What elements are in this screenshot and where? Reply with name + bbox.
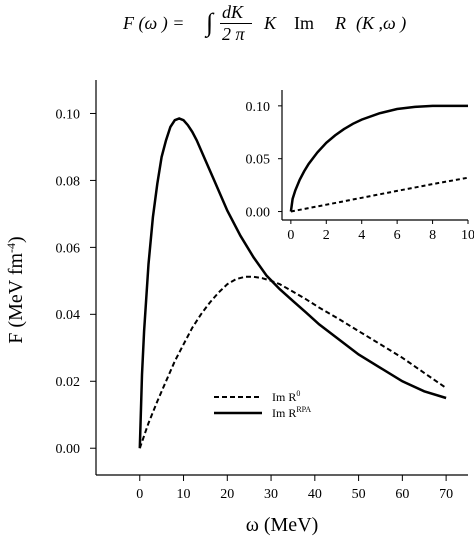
inset-x-tick-label: 4 — [358, 228, 365, 243]
main-plot-area: 0 10 20 30 40 50 60 700.000.020.040.060.080.10 — [56, 80, 468, 502]
fraction-bar — [220, 23, 252, 24]
inset-y-tick-label: 0.10 — [246, 100, 271, 115]
inset-x-tick-label: 0 — [287, 228, 294, 243]
main-y-tick-label: 0.08 — [56, 174, 81, 189]
main-x-tick-label: 40 — [308, 487, 322, 502]
inset-plot-area: 0 2 4 6 8 10 0.00 0.05 0.10 — [246, 90, 474, 243]
main-x-tick-label: 60 — [395, 487, 409, 502]
main-x-tick-label: 20 — [220, 487, 234, 502]
main-y-tick-label: 0.04 — [56, 308, 81, 323]
x-axis-label: ω (MeV) — [246, 514, 319, 536]
fraction-denominator: 2 π — [222, 24, 245, 44]
main-x-tick-label: 30 — [264, 487, 278, 502]
y-axis-label-sup: -4 — [4, 243, 18, 253]
inset-series-bare-line — [290, 176, 469, 213]
legend-bare-label: Im R0 — [272, 389, 300, 404]
inset-x-tick-label: 8 — [429, 228, 436, 243]
inset-y-tick-label: 0.05 — [246, 153, 271, 168]
main-series-rpa-line — [138, 117, 447, 449]
inset-x-tick-label: 6 — [394, 228, 401, 243]
integral-sign: ∫ — [206, 8, 214, 37]
axis-labels: F (MeV fm-4) ω (MeV) — [4, 236, 318, 536]
y-axis-label-text: F (MeV fm — [5, 253, 27, 344]
main-y-tick-label: 0.00 — [56, 442, 81, 457]
main-x-tick-label: 70 — [439, 487, 453, 502]
y-axis-label: F (MeV fm-4) — [4, 236, 27, 343]
main-y-tick-label: 0.10 — [56, 107, 81, 122]
main-x-tick-label: 50 — [352, 487, 366, 502]
main-y-tick-label: 0.06 — [56, 241, 81, 256]
inset-x-tick-label: 10 — [461, 228, 474, 243]
formula-lhs: F (ω ) = — [123, 13, 185, 33]
formula: F (ω ) = ∫ dK 2 π K Im R (K ,ω ) — [0, 2, 474, 48]
formula-k: K — [264, 13, 277, 33]
inset-series-rpa-line — [289, 104, 468, 212]
formula-im: Im — [294, 13, 314, 33]
main-x-tick-label: 10 — [177, 487, 191, 502]
inset-y-tick-label: 0.00 — [246, 205, 271, 220]
fraction-numerator: dK — [222, 2, 244, 22]
formula-r: R — [335, 13, 346, 33]
y-axis-label-close: ) — [5, 236, 27, 243]
legend-rpa-label: Im RRPA — [272, 405, 311, 420]
main-series-bare-line — [138, 275, 447, 449]
main-y-tick-label: 0.02 — [56, 375, 81, 390]
formula-args: (K ,ω ) — [356, 13, 407, 33]
inset-x-tick-label: 2 — [323, 228, 330, 243]
main-x-tick-label: 0 — [136, 487, 143, 502]
